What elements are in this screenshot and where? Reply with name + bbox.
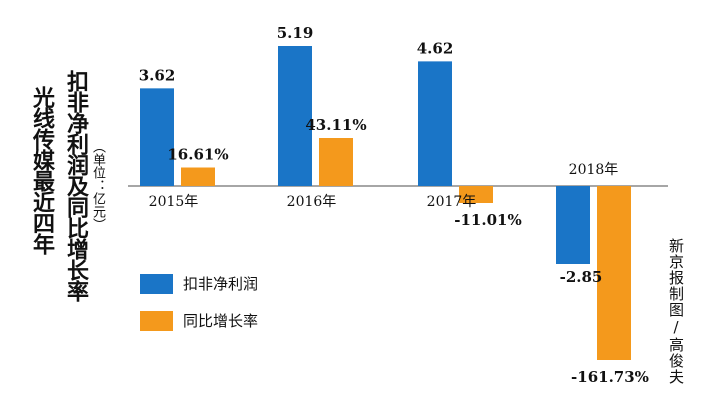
growth-label-1: 16.61% [167,146,228,164]
growth-label-4: -161.73% [571,368,649,386]
x-tick-2: 2016年 [287,194,337,210]
legend-label-profit: 扣非净利润 [183,275,259,293]
profit-bar-1 [140,88,174,186]
growth-bar-2 [319,138,353,186]
bar-marks [140,46,631,360]
growth-bar-4 [597,186,631,360]
profit-label-3: 4.62 [417,39,454,57]
profit-label-1: 3.62 [139,66,176,84]
legend-swatch-profit [140,273,173,294]
x-tick-4: 2018年 [569,162,619,178]
growth-bar-3 [459,186,493,203]
legend-label-growth: 同比增长率 [183,312,259,330]
profit-bar-2 [278,46,312,186]
profit-label-4: -2.85 [560,268,603,286]
legend-swatch-growth [140,310,173,331]
chart-subtitle: 光线传媒最近四年 [29,86,55,254]
bar-labels: 3.62 16.61% 5.19 43.11% 4.62 -11.01% -2.85 -161… [139,24,649,386]
growth-label-2: 43.11% [305,116,366,134]
profit-label-2: 5.19 [277,24,314,42]
chart-title: 扣非净利润及同比增长率 [63,70,89,301]
legend-item-growth: 同比增长率 [140,310,258,331]
x-tick-3: 2017年 [427,194,477,210]
x-tick-1: 2015年 [149,194,199,210]
growth-bar-1 [181,167,215,186]
unit-label: （单位：亿元） [90,140,105,231]
x-tick-labels: 2015年 2016年 2017年 2018年 [149,162,619,210]
legend-item-profit: 扣非净利润 [140,273,258,294]
growth-label-3: -11.01% [454,211,521,229]
profit-bar-4 [556,186,590,264]
profit-bar-3 [418,61,452,187]
credit-text: 新京报制图/高俊夫 [667,238,685,385]
